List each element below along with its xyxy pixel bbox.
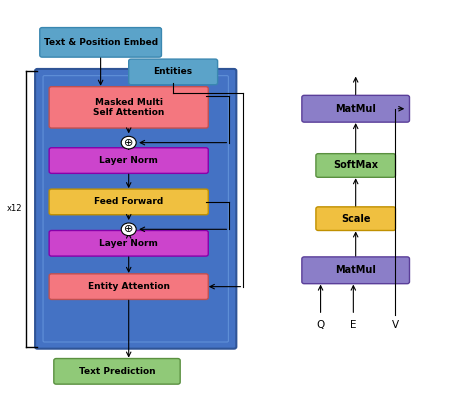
FancyBboxPatch shape [54, 359, 180, 384]
Text: E: E [350, 320, 357, 330]
FancyBboxPatch shape [49, 274, 208, 299]
Text: Masked Multi
Self Attention: Masked Multi Self Attention [93, 98, 164, 117]
Text: Q: Q [316, 320, 325, 330]
FancyBboxPatch shape [316, 154, 395, 177]
Text: x12: x12 [6, 204, 22, 213]
Text: MatMul: MatMul [335, 265, 376, 275]
Circle shape [121, 223, 136, 236]
Text: ⊕: ⊕ [124, 138, 133, 148]
Text: Text Prediction: Text Prediction [79, 367, 155, 376]
FancyBboxPatch shape [40, 28, 161, 57]
FancyBboxPatch shape [35, 69, 236, 349]
Circle shape [121, 136, 136, 149]
FancyBboxPatch shape [49, 148, 208, 173]
Text: Layer Norm: Layer Norm [99, 156, 158, 165]
Text: Feed Forward: Feed Forward [94, 197, 163, 206]
FancyBboxPatch shape [49, 189, 208, 215]
Text: Scale: Scale [341, 214, 371, 224]
FancyBboxPatch shape [302, 257, 410, 284]
Text: V: V [392, 320, 399, 330]
Text: MatMul: MatMul [335, 104, 376, 114]
Text: SoftMax: SoftMax [333, 160, 378, 171]
FancyBboxPatch shape [302, 95, 410, 122]
Text: Layer Norm: Layer Norm [99, 239, 158, 248]
FancyBboxPatch shape [49, 230, 208, 256]
Text: Entities: Entities [154, 67, 193, 76]
Text: Entity Attention: Entity Attention [88, 282, 170, 291]
Text: Text & Position Embed: Text & Position Embed [44, 38, 158, 47]
FancyBboxPatch shape [49, 87, 208, 128]
Text: ⊕: ⊕ [124, 224, 133, 234]
FancyBboxPatch shape [316, 207, 395, 230]
FancyBboxPatch shape [129, 59, 218, 85]
